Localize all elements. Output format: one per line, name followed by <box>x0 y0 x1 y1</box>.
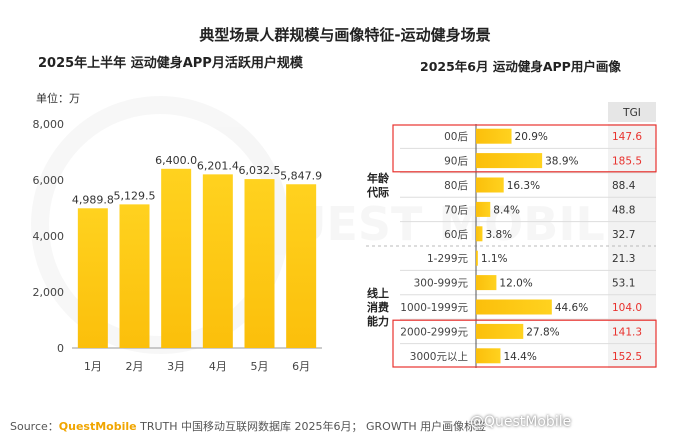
bar-value-label: 44.6% <box>555 302 588 314</box>
group-label: 线上 <box>367 286 389 300</box>
row-label: 00后 <box>444 131 468 143</box>
credit-watermark: @QuestMobile <box>470 414 572 430</box>
tgi-header: TGI <box>622 107 641 119</box>
bar-value-label: 14.4% <box>503 351 536 363</box>
tgi-value: 141.3 <box>612 326 642 338</box>
main-title: 典型场景人群规模与画像特征-运动健身场景 <box>199 26 491 44</box>
x-tick-label: 3月 <box>167 360 185 373</box>
bar-value-label: 6,201.4 <box>197 159 239 172</box>
group-label: 年龄 <box>367 171 390 185</box>
row-label: 70后 <box>444 204 468 216</box>
bar-value-label: 20.9% <box>515 131 548 143</box>
row-label: 3000元以上 <box>410 351 468 363</box>
tgi-value: 104.0 <box>612 302 642 314</box>
row-label: 1000-1999元 <box>400 302 468 314</box>
bar <box>476 128 512 144</box>
tgi-value: 88.4 <box>612 180 636 192</box>
bar <box>476 250 478 266</box>
tgi-value: 185.5 <box>612 156 642 168</box>
tgi-value: 152.5 <box>612 351 642 363</box>
bar <box>476 201 491 217</box>
left-chart-title: 2025年上半年 运动健身APP月活跃用户规模 <box>38 56 303 71</box>
tgi-header-bg <box>608 102 656 122</box>
bar <box>77 208 108 348</box>
bar <box>161 168 192 348</box>
bar <box>476 323 524 339</box>
bar <box>119 204 150 348</box>
x-tick-label: 1月 <box>84 360 102 373</box>
row-label: 60后 <box>444 229 468 241</box>
bar <box>476 299 552 315</box>
tgi-value: 53.1 <box>612 278 635 290</box>
y-tick-label: 2,000 <box>33 286 65 299</box>
y-tick-label: 6,000 <box>33 174 65 187</box>
x-tick-label: 4月 <box>209 360 227 373</box>
row-label: 2000-2999元 <box>400 326 468 338</box>
tgi-value: 21.3 <box>612 253 635 265</box>
right-chart-title: 2025年6月 运动健身APP用户画像 <box>420 59 621 74</box>
bar-value-label: 3.8% <box>485 229 512 241</box>
y-tick-label: 0 <box>57 342 64 355</box>
source-text: TRUTH 中国移动互联网数据库 2025年6月； GROWTH 用户画像标签 <box>136 420 487 433</box>
bar-value-label: 27.8% <box>526 326 559 338</box>
y-tick-label: 8,000 <box>33 118 65 131</box>
group-label: 能力 <box>367 314 389 328</box>
tgi-value: 147.6 <box>612 131 642 143</box>
bar <box>476 275 497 291</box>
bar <box>476 226 483 242</box>
x-tick-label: 2月 <box>126 360 144 373</box>
bar-value-label: 38.9% <box>545 156 578 168</box>
row-label: 300-999元 <box>414 278 469 290</box>
source-prefix: Source： <box>10 420 59 433</box>
bar-value-label: 6,032.5 <box>239 164 281 177</box>
group-label: 消费 <box>367 300 389 314</box>
row-label: 80后 <box>444 180 468 192</box>
bar-value-label: 5,847.9 <box>280 169 322 182</box>
bar-value-label: 16.3% <box>507 180 540 192</box>
tgi-value: 48.8 <box>612 204 635 216</box>
x-tick-label: 5月 <box>251 360 269 373</box>
y-tick-label: 4,000 <box>33 230 65 243</box>
bar-value-label: 8.4% <box>493 204 520 216</box>
bar <box>244 179 275 348</box>
source-note: Source：QuestMobile TRUTH 中国移动互联网数据库 2025… <box>10 418 486 434</box>
bar <box>476 153 543 169</box>
unit-label: 单位：万 <box>36 92 80 105</box>
highlight-box <box>392 319 657 368</box>
row-label: 90后 <box>444 156 468 168</box>
highlight-box <box>392 124 657 173</box>
group-label: 代际 <box>366 185 389 199</box>
x-tick-label: 6月 <box>292 360 310 373</box>
bar <box>476 177 504 193</box>
bar-value-label: 1.1% <box>481 253 508 265</box>
bar-value-label: 4,989.8 <box>72 193 114 206</box>
bar <box>476 348 501 364</box>
row-label: 1-299元 <box>427 253 469 265</box>
bar-value-label: 6,400.0 <box>155 154 197 167</box>
tgi-value: 32.7 <box>612 229 635 241</box>
source-brand: QuestMobile <box>58 420 137 433</box>
bar-value-label: 5,129.5 <box>114 189 156 202</box>
bar-value-label: 12.0% <box>499 278 532 290</box>
bar <box>202 174 233 348</box>
bar <box>286 184 317 348</box>
